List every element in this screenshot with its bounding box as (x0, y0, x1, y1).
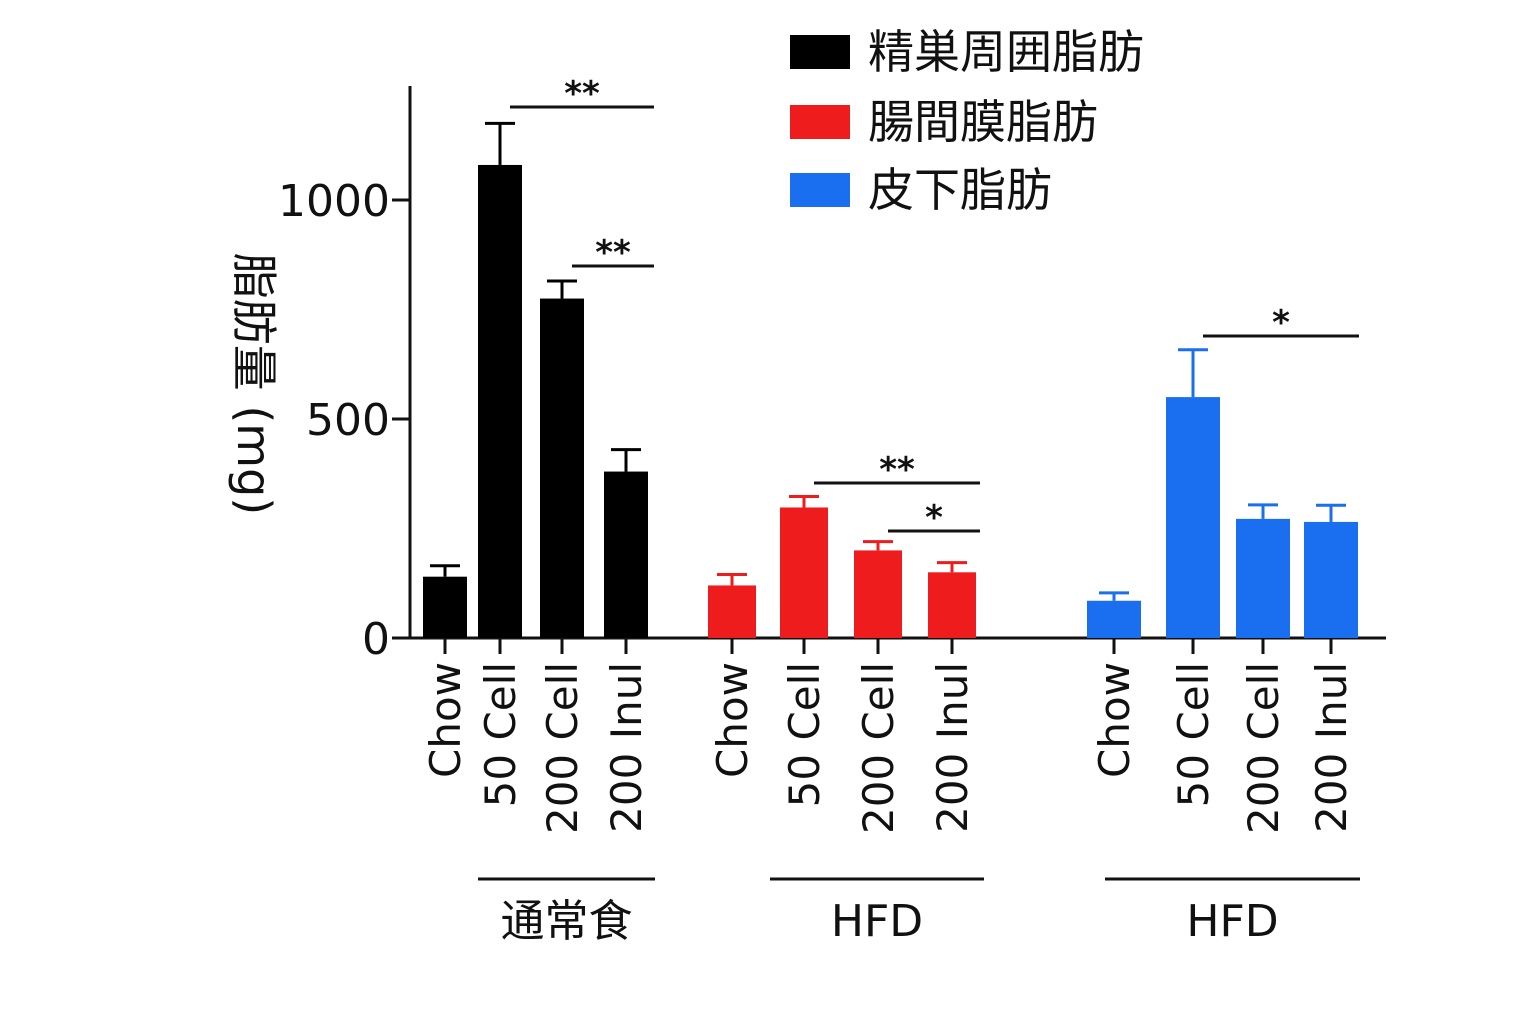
significance-label: ** (564, 74, 600, 114)
legend-label: 腸間膜脂肪 (868, 95, 1098, 149)
significance-label: ** (595, 233, 631, 273)
x-tick-label: 200 Cell (538, 662, 587, 834)
x-tick-label: 200 Cell (854, 662, 903, 834)
bars (423, 121, 1358, 638)
x-tick-label: 50 Cell (476, 662, 525, 807)
significance-label: * (925, 498, 943, 538)
bar (928, 572, 976, 638)
x-tick-label: 200 Inul (1307, 662, 1356, 833)
significance-annotations: ******** (510, 74, 1359, 538)
legend-label: 精巣周囲脂肪 (868, 25, 1144, 79)
legend-swatch (790, 173, 850, 207)
x-tick-label: Chow (708, 662, 757, 778)
x-tick-label: 200 Inul (928, 662, 977, 833)
bar (1166, 397, 1220, 638)
legend-swatch (790, 105, 850, 139)
x-tick-label: 50 Cell (780, 662, 829, 807)
y-axis-label: 脂肪量 (mg) (227, 253, 281, 516)
x-tick-label: 50 Cell (1169, 662, 1218, 807)
legend-label: 皮下脂肪 (868, 163, 1052, 217)
bar (423, 576, 467, 638)
x-tick-label: 200 Inul (602, 662, 651, 833)
y-tick-label: 0 (362, 614, 390, 665)
group-label: HFD (1186, 896, 1278, 947)
x-tick-label: Chow (421, 662, 470, 778)
bar (708, 585, 756, 638)
group-label: 通常食 (501, 896, 633, 947)
bar (604, 471, 648, 638)
y-tick-label: 500 (306, 395, 390, 446)
bar (1304, 521, 1358, 638)
x-tick-label: Chow (1090, 662, 1139, 778)
bar (780, 507, 828, 638)
y-tick-label: 1000 (278, 176, 390, 227)
bar (854, 550, 902, 638)
legend-swatch (790, 35, 850, 69)
group-label: HFD (831, 896, 923, 947)
bar (540, 298, 584, 638)
significance-label: * (1272, 303, 1290, 343)
bar (1087, 600, 1141, 638)
bar (1236, 518, 1290, 638)
bar (478, 164, 522, 638)
significance-label: ** (879, 450, 915, 490)
x-tick-label: 200 Cell (1239, 662, 1288, 834)
